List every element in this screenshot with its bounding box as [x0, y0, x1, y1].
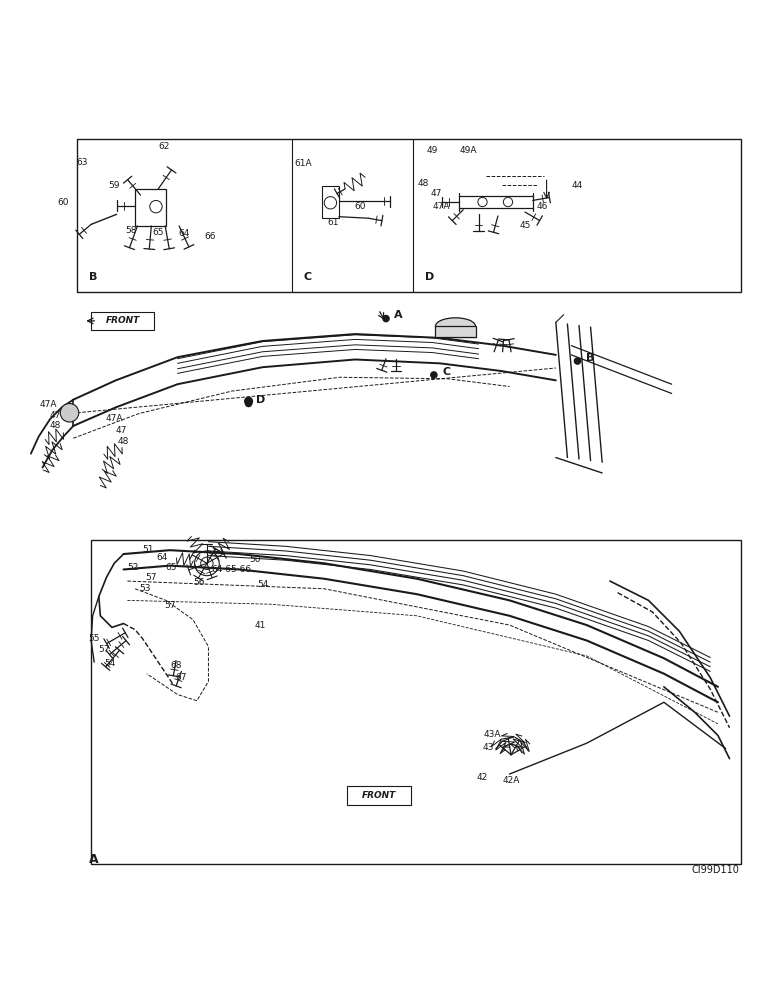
Text: B: B — [89, 272, 97, 282]
Text: 47A: 47A — [106, 414, 123, 423]
Text: 64: 64 — [178, 229, 189, 238]
Text: 48: 48 — [50, 421, 61, 430]
Text: 64·65·66: 64·65·66 — [212, 565, 252, 574]
Text: 66: 66 — [205, 232, 215, 241]
Text: 45: 45 — [520, 221, 530, 230]
Text: 49A: 49A — [460, 146, 477, 155]
Circle shape — [383, 315, 389, 322]
Circle shape — [574, 358, 581, 364]
Bar — [135, 189, 166, 226]
Circle shape — [245, 397, 252, 405]
Text: 47: 47 — [431, 189, 442, 198]
Text: 61A: 61A — [295, 159, 312, 168]
Text: 48: 48 — [118, 437, 129, 446]
Text: 61: 61 — [328, 218, 339, 227]
Bar — [322, 186, 339, 218]
Bar — [91, 540, 741, 864]
Circle shape — [431, 372, 437, 378]
Text: 47A: 47A — [39, 400, 56, 409]
Ellipse shape — [435, 318, 476, 335]
Text: 60: 60 — [354, 202, 365, 211]
Text: 65: 65 — [166, 563, 177, 572]
Text: 43: 43 — [483, 743, 494, 752]
Text: 44: 44 — [572, 181, 583, 190]
Text: 47: 47 — [50, 411, 61, 420]
Text: 64: 64 — [157, 553, 168, 562]
Text: 57: 57 — [146, 573, 157, 582]
Bar — [435, 326, 476, 337]
Text: D: D — [256, 395, 266, 405]
Text: 52: 52 — [127, 563, 138, 572]
Text: 47A: 47A — [433, 202, 450, 211]
Text: 53: 53 — [140, 584, 151, 593]
Text: C: C — [442, 367, 450, 377]
Text: A: A — [90, 853, 99, 866]
Bar — [77, 139, 741, 292]
Text: 47: 47 — [116, 426, 127, 435]
Text: 48: 48 — [418, 179, 428, 188]
Text: 54: 54 — [105, 659, 116, 668]
Text: 59: 59 — [109, 181, 120, 190]
Text: 43A: 43A — [484, 730, 501, 739]
Text: FRONT: FRONT — [106, 316, 140, 325]
Text: 54: 54 — [257, 580, 268, 589]
Text: 58: 58 — [126, 226, 137, 235]
Text: B: B — [586, 353, 594, 363]
Text: 46: 46 — [537, 202, 548, 211]
Text: 51: 51 — [143, 545, 154, 554]
Text: 50: 50 — [249, 555, 260, 564]
Bar — [91, 312, 154, 330]
Text: 65: 65 — [153, 228, 164, 237]
Text: 68: 68 — [171, 661, 181, 670]
Text: D: D — [425, 272, 434, 282]
Text: 60: 60 — [58, 198, 69, 207]
Text: FRONT: FRONT — [362, 791, 396, 800]
Text: 42: 42 — [477, 773, 488, 782]
Text: 63: 63 — [77, 158, 88, 167]
Text: 62: 62 — [159, 142, 170, 151]
Text: 57: 57 — [164, 601, 175, 610]
Bar — [347, 786, 411, 805]
Text: 56: 56 — [194, 578, 205, 587]
Text: 55: 55 — [89, 634, 100, 643]
Text: 67: 67 — [176, 673, 187, 682]
Circle shape — [60, 403, 79, 422]
Text: 57: 57 — [99, 645, 110, 654]
Text: CI99D110: CI99D110 — [692, 865, 740, 875]
Circle shape — [245, 400, 252, 407]
Text: 42A: 42A — [503, 776, 520, 785]
Text: A: A — [394, 310, 403, 320]
Text: C: C — [303, 272, 312, 282]
Text: 49: 49 — [427, 146, 438, 155]
Text: 41: 41 — [255, 621, 266, 630]
